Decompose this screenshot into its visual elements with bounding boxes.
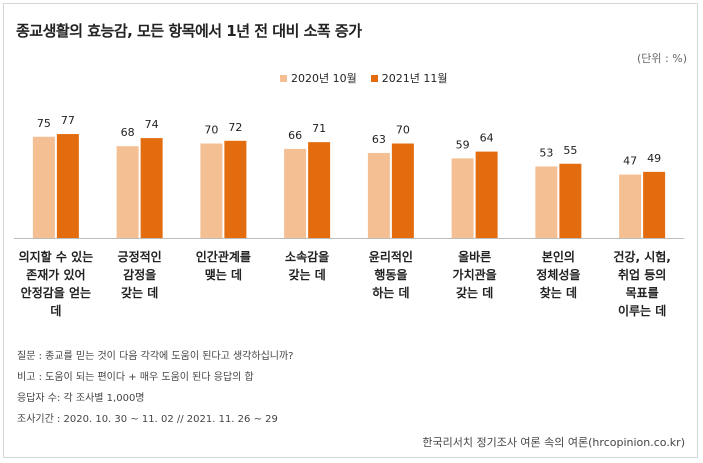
value-label-2020-3: 66 <box>288 129 302 142</box>
bar-2021-0 <box>56 134 79 238</box>
value-label-2020-4: 63 <box>372 133 386 146</box>
legend-item-2020: 2020년 10월 <box>280 70 357 86</box>
source-credit: 한국리서치 정기조사 여론 속의 여론(hrcopinion.co.kr) <box>422 436 685 449</box>
category-label-2-line-0: 인간관계를 <box>196 249 251 264</box>
legend-swatch-2020 <box>280 74 287 82</box>
bar-2021-4 <box>391 143 414 238</box>
category-label-7-line-0: 건강, 시험, <box>613 249 670 264</box>
value-label-2020-6: 53 <box>539 146 553 159</box>
category-label-6-line-2: 찾는 데 <box>540 285 577 300</box>
bar-2020-6 <box>535 166 558 238</box>
category-label-0-line-0: 의지할 수 있는 <box>19 249 94 264</box>
value-label-2021-4: 70 <box>396 124 410 137</box>
value-label-2021-3: 71 <box>312 122 326 135</box>
category-label-5-line-2: 갖는 데 <box>456 285 493 300</box>
category-label-1-line-2: 갖는 데 <box>121 285 158 300</box>
legend-item-2021: 2021년 11월 <box>370 70 448 86</box>
bar-2021-1 <box>140 138 163 238</box>
note-period: 조사기간 : 2020. 10. 30 ~ 11. 02 // 2021. 11… <box>17 414 278 425</box>
note-respondents: 응답자 수: 각 조사별 1,000명 <box>17 393 145 404</box>
category-label-1-line-0: 긍정적인 <box>118 249 162 264</box>
value-label-2021-0: 77 <box>61 114 75 127</box>
legend-swatch-2021 <box>370 74 378 82</box>
note-remark: 비고 : 도움이 되는 편이다 + 매우 도움이 된다 응답의 합 <box>17 372 254 383</box>
category-label-5-line-0: 올바른 <box>458 249 491 264</box>
legend: 2020년 10월 2021년 11월 <box>280 71 447 85</box>
unit-label: (단위 : %) <box>637 52 687 65</box>
category-label-4-line-1: 행동을 <box>374 267 407 282</box>
category-label-0-line-2: 안정감을 얻는 <box>21 285 91 300</box>
legend-label-2020: 2020년 10월 <box>291 72 357 85</box>
category-label-4-line-2: 하는 데 <box>372 285 409 300</box>
value-label-2020-0: 75 <box>37 117 51 130</box>
bar-2020-5 <box>451 158 474 238</box>
bar-2020-0 <box>32 136 55 238</box>
bar-2020-7 <box>619 174 642 238</box>
notes: 질문 : 종교를 믿는 것이 다음 각각에 도움이 된다고 생각하십니까? 비고… <box>17 346 294 430</box>
value-label-2020-7: 47 <box>623 155 637 168</box>
value-label-2021-6: 55 <box>563 144 577 157</box>
category-label-7-line-1: 취업 등의 <box>618 267 666 282</box>
bar-2021-7 <box>643 171 666 238</box>
bar-2021-5 <box>475 151 498 238</box>
value-label-2021-7: 49 <box>647 152 661 165</box>
note-question: 질문 : 종교를 믿는 것이 다음 각각에 도움이 된다고 생각하십니까? <box>17 351 294 362</box>
category-label-6-line-1: 정체성을 <box>536 267 580 282</box>
value-label-2021-2: 72 <box>228 121 242 134</box>
category-label-5-line-1: 가치관을 <box>453 267 497 282</box>
value-label-2020-1: 68 <box>121 126 135 139</box>
category-label-1-line-1: 감정을 <box>123 267 156 282</box>
bar-2020-4 <box>367 152 390 238</box>
category-label-6-line-0: 본인의 <box>542 249 575 264</box>
value-label-2021-5: 64 <box>480 132 494 145</box>
value-label-2021-1: 74 <box>145 118 159 131</box>
bar-2021-6 <box>559 163 582 238</box>
bar-2021-3 <box>308 142 331 238</box>
bar-2021-2 <box>224 140 247 238</box>
category-label-0-line-1: 존재가 있어 <box>26 267 85 282</box>
category-label-7-line-2: 목표를 <box>626 286 659 300</box>
category-label-3-line-1: 갖는 데 <box>288 267 325 282</box>
bar-2020-2 <box>200 143 223 238</box>
category-label-2-line-1: 맺는 데 <box>205 268 242 282</box>
legend-label-2021: 2021년 11월 <box>381 72 448 85</box>
bar-2020-3 <box>284 148 307 238</box>
chart-title: 종교생활의 효능감, 모든 항목에서 1년 전 대비 소폭 증가 <box>16 22 362 40</box>
value-label-2020-2: 70 <box>204 124 218 137</box>
category-label-0-line-3: 데 <box>50 304 61 318</box>
category-label-3-line-0: 소속감을 <box>285 249 329 264</box>
value-label-2020-5: 59 <box>456 138 470 151</box>
category-label-4-line-0: 윤리적인 <box>369 249 413 264</box>
bar-2020-1 <box>116 146 139 238</box>
category-label-7-line-3: 이루는 데 <box>618 303 666 318</box>
